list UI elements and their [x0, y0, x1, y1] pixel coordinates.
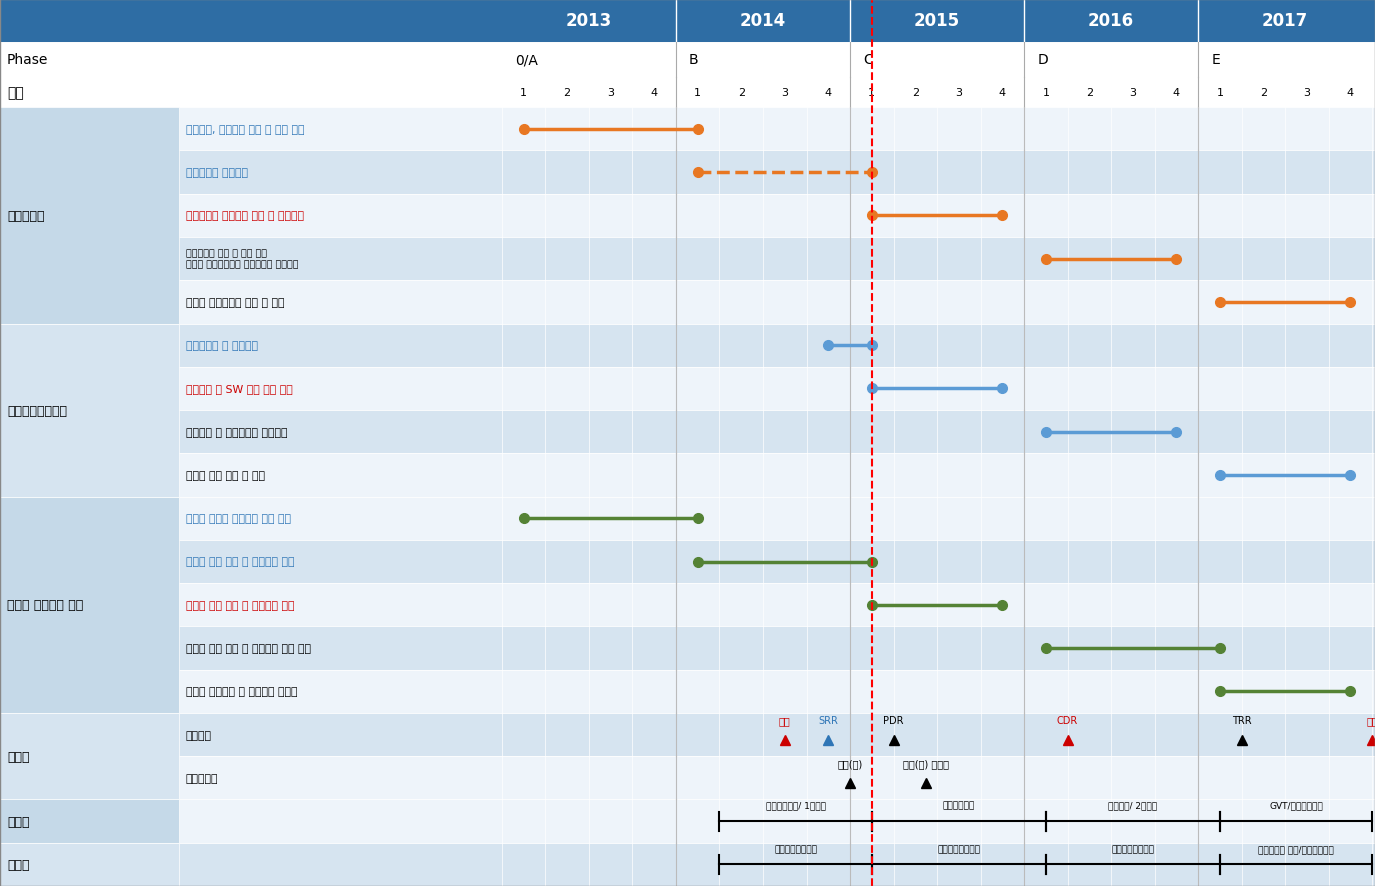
Text: 2: 2 [1260, 88, 1266, 98]
Text: 0/A: 0/A [514, 53, 538, 67]
Bar [0, 757, 1375, 799]
Text: 기상탑재체 제작 및 체계 시험
탑재용 라디오미터와 지상국과의 운영시험: 기상탑재체 제작 및 체계 시험 탑재용 라디오미터와 지상국과의 운영시험 [186, 249, 298, 269]
Text: 기상탑재체 핵심부품 제작 및 환경시험: 기상탑재체 핵심부품 제작 및 환경시험 [186, 211, 304, 222]
Bar [0, 799, 179, 843]
Text: B: B [689, 53, 698, 67]
Text: 기상관측스테이션: 기상관측스테이션 [7, 404, 67, 417]
Text: 3: 3 [1304, 88, 1310, 98]
Bar [0, 540, 1375, 584]
Text: PDR: PDR [883, 715, 903, 726]
Text: 구조기본설계/ 1차풍동: 구조기본설계/ 1차풍동 [766, 801, 825, 810]
Bar [0, 78, 1375, 108]
Text: 1: 1 [1042, 88, 1049, 98]
Text: 4: 4 [998, 88, 1006, 98]
Bar [0, 799, 1375, 843]
Bar [0, 281, 1375, 324]
Text: 2017: 2017 [1262, 12, 1309, 30]
Text: 비행체 기상탑재체 통합 및 운영: 비행체 기상탑재체 통합 및 운영 [186, 298, 285, 307]
Text: 구조해석/ 2차풍동: 구조해석/ 2차풍동 [1108, 801, 1158, 810]
Text: TRR: TRR [1232, 715, 1251, 726]
Text: Phase: Phase [7, 53, 48, 67]
Text: 2: 2 [1086, 88, 1093, 98]
Text: 연료전지설계개발: 연료전지설계개발 [938, 844, 980, 853]
Text: 4: 4 [650, 88, 657, 98]
Bar [0, 108, 1375, 152]
Text: SRR: SRR [818, 715, 839, 726]
Text: 3: 3 [608, 88, 615, 98]
Bar [0, 108, 179, 324]
Text: D: D [1037, 53, 1048, 67]
Text: 지상체 체계 통합 및 운영: 지상체 체계 통합 및 운영 [186, 470, 264, 480]
Text: 시제제작 및 탑제체와의 운영시험: 시제제작 및 탑제체와의 운영시험 [186, 427, 287, 437]
Bar [0, 843, 179, 886]
Text: 성층권 기상 감시 및 예측체계 개선: 성층권 기상 감시 및 예측체계 개선 [186, 600, 294, 610]
Bar [0, 324, 179, 497]
Bar [0, 195, 1375, 237]
Text: 4: 4 [825, 88, 832, 98]
Text: 시험축소기: 시험축소기 [186, 773, 219, 783]
Text: 요구도분석 및 기본설계: 요구도분석 및 기본설계 [186, 341, 257, 351]
Text: 2015: 2015 [914, 12, 960, 30]
Bar [0, 368, 1375, 410]
Bar [0, 237, 1375, 281]
Text: 연료전지기본연구: 연료전지기본연구 [774, 844, 817, 853]
Text: 성층권 예보용 지역모델 원형 개발: 성층권 예보용 지역모델 원형 개발 [186, 514, 290, 524]
Bar [0, 843, 1375, 886]
Text: 1: 1 [520, 88, 527, 98]
Text: 성층권 기상감시 및 예측체계 실용화: 성층권 기상감시 및 예측체계 실용화 [186, 687, 297, 696]
Text: 2: 2 [737, 88, 745, 98]
Text: 1: 1 [694, 88, 701, 98]
Bar [0, 584, 1375, 626]
Text: 착수: 착수 [778, 715, 791, 726]
Text: 기상탑재체 세부설계: 기상탑재체 세부설계 [186, 168, 247, 178]
Bar [0, 152, 1375, 195]
Text: 3: 3 [1129, 88, 1136, 98]
Text: 4: 4 [1173, 88, 1180, 98]
Text: 3: 3 [956, 88, 962, 98]
Text: 분기: 분기 [7, 86, 23, 100]
Bar [0, 670, 1375, 713]
Text: 상세설계 및 SW 핵심 기능 개발: 상세설계 및 SW 핵심 기능 개발 [186, 384, 293, 394]
Text: 체계종합: 체계종합 [186, 730, 212, 740]
Text: 구조상세설계: 구조상세설계 [943, 801, 975, 810]
Text: 2013: 2013 [565, 12, 612, 30]
Text: E: E [1211, 53, 1220, 67]
Bar [0, 713, 179, 799]
Bar [0, 410, 1375, 454]
Text: 풍선(저): 풍선(저) [837, 758, 862, 768]
Text: GVT/체계시험지원: GVT/체계시험지원 [1269, 801, 1323, 810]
Text: 연료전지모듈개발: 연료전지모듈개발 [1111, 844, 1155, 853]
Text: 2: 2 [564, 88, 571, 98]
Text: C: C [864, 53, 873, 67]
Text: 종료: 종료 [1367, 715, 1375, 726]
Bar [0, 454, 1375, 497]
Bar [0, 626, 1375, 670]
Text: 국과연: 국과연 [7, 750, 29, 763]
Bar [0, 43, 1375, 78]
Text: 3: 3 [781, 88, 788, 98]
Text: 성층권 기상 감시 및 예측체계 시험 운영: 성층권 기상 감시 및 예측체계 시험 운영 [186, 643, 311, 653]
Text: 풍선(고) 축소기: 풍선(고) 축소기 [903, 758, 949, 768]
Bar [0, 0, 1375, 43]
Text: 2014: 2014 [740, 12, 786, 30]
Text: 2: 2 [912, 88, 918, 98]
Bar [0, 713, 1375, 757]
Text: 1: 1 [1217, 88, 1224, 98]
Text: 기술시범기 적용/체계시험지원: 기술시범기 적용/체계시험지원 [1258, 844, 1334, 853]
Text: 개념설계, 주요사양 정의 및 기술 확보: 개념설계, 주요사양 정의 및 기술 확보 [186, 125, 304, 135]
Text: CDR: CDR [1057, 715, 1078, 726]
Text: 2016: 2016 [1088, 12, 1134, 30]
Text: 4: 4 [1348, 88, 1354, 98]
Bar [0, 497, 179, 713]
Bar [0, 324, 1375, 368]
Text: 기상탑재체: 기상탑재체 [7, 210, 44, 222]
Text: 1: 1 [868, 88, 876, 98]
Text: 성층권 예측체계 개발: 성층권 예측체계 개발 [7, 599, 82, 611]
Text: 항우연: 항우연 [7, 815, 29, 828]
Bar [0, 497, 1375, 540]
Text: 성층권 기상 감시 및 예측체계 구축: 성층권 기상 감시 및 예측체계 구축 [186, 557, 294, 567]
Text: 에기연: 에기연 [7, 858, 29, 871]
